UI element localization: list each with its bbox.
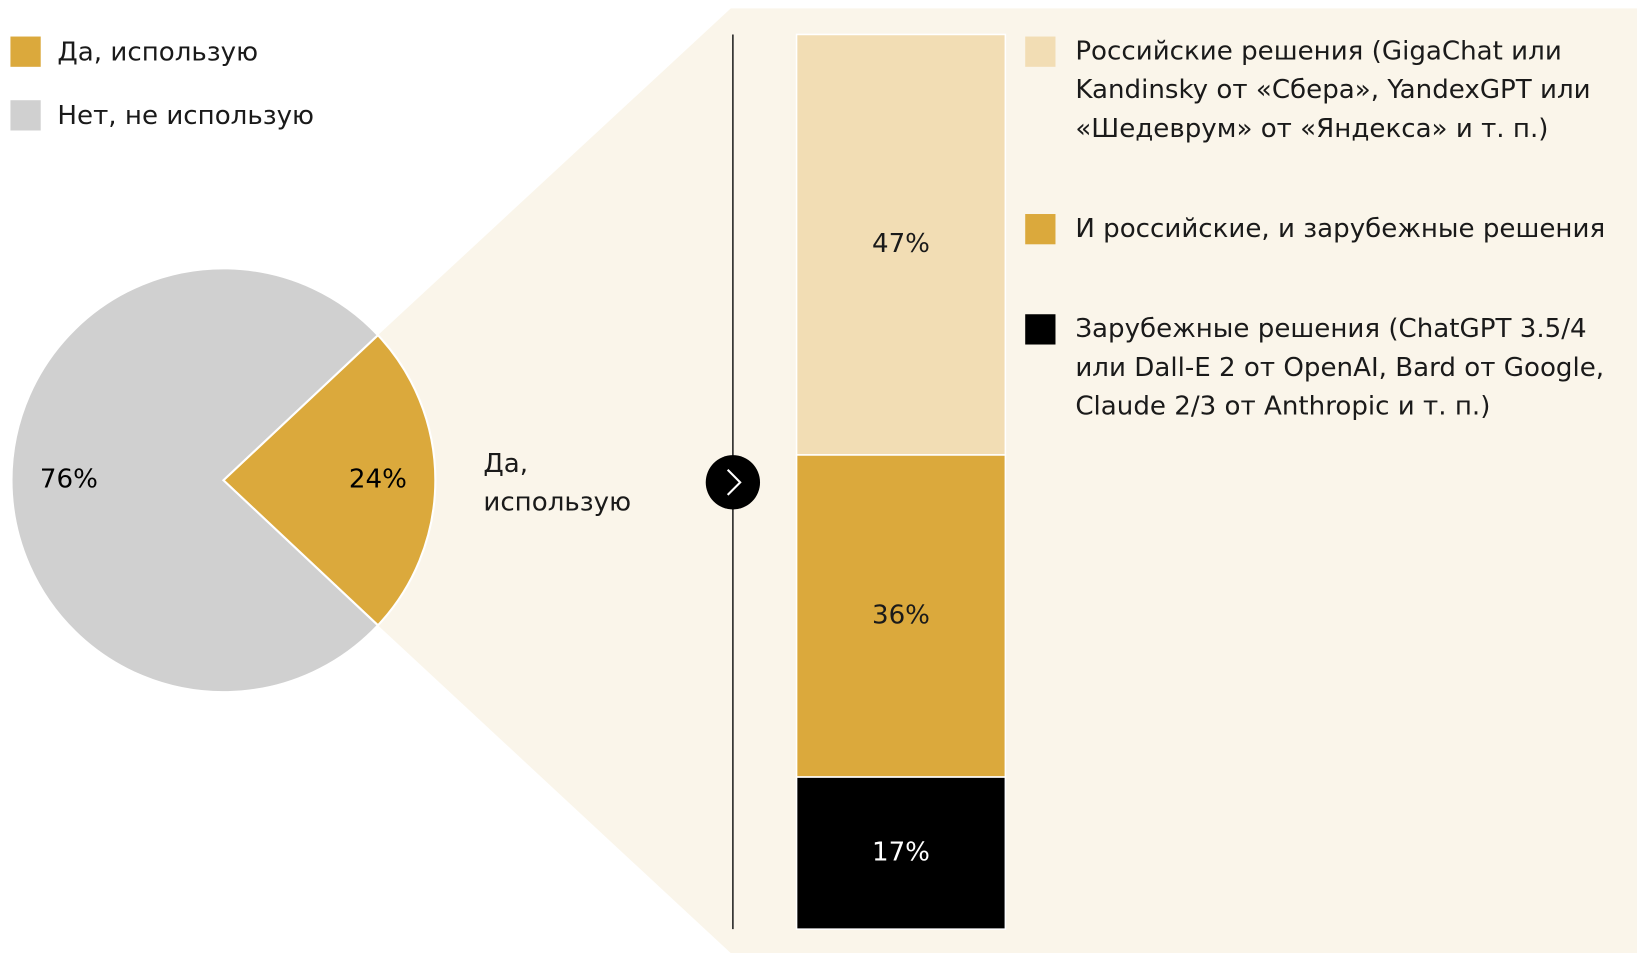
legend-label: Нет, не использую — [57, 100, 315, 131]
legend-swatch — [10, 100, 41, 131]
bar-value-label: 17% — [872, 838, 930, 868]
pie-value-label: 24% — [349, 465, 407, 495]
legend-swatch — [1025, 314, 1056, 345]
legend-swatch — [1025, 36, 1056, 67]
legend-swatch — [1025, 214, 1056, 245]
legend-label: Да, использую — [57, 36, 259, 67]
pie-slice — [10, 267, 380, 694]
bar-value-label: 47% — [872, 229, 930, 259]
legend-swatch — [10, 36, 41, 67]
annotation: Да, использую — [483, 447, 632, 517]
legend-label: Российские решения (GigaChat или Kandins… — [1075, 35, 1591, 144]
chevron — [726, 469, 742, 496]
pie-slice — [221, 333, 437, 627]
legend-label: И российские, и зарубежные решения — [1075, 212, 1606, 244]
bar-segment — [795, 776, 1007, 930]
zoom-background — [377, 8, 1637, 953]
bar-value-label: 36% — [872, 601, 930, 631]
bar-segment — [795, 33, 1007, 456]
bar-segment — [795, 454, 1007, 778]
pie-value-label: 76% — [40, 465, 98, 495]
legend-label: Зарубежные решения (ChatGPT 3.5/4 или Da… — [1075, 313, 1605, 421]
chevron-circle — [705, 455, 761, 510]
